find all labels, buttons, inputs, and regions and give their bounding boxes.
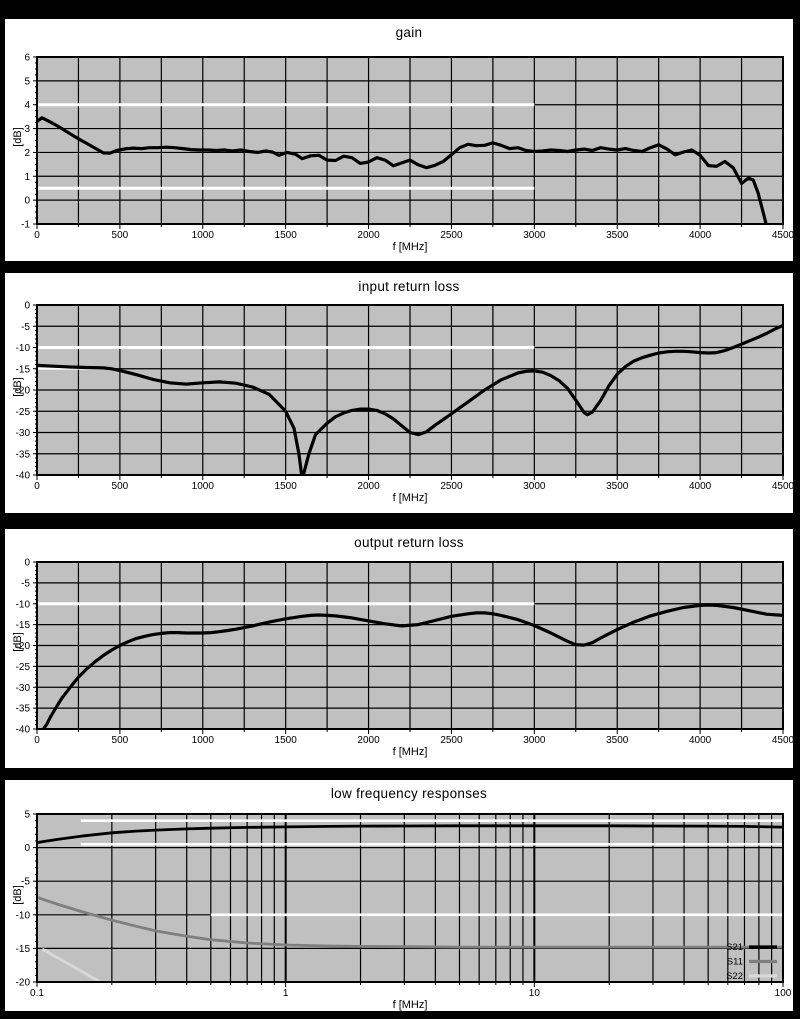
svg-text:-20: -20 xyxy=(16,386,31,397)
svg-text:500: 500 xyxy=(112,230,129,241)
svg-text:-10: -10 xyxy=(16,599,31,610)
svg-text:-35: -35 xyxy=(16,704,31,715)
svg-text:2000: 2000 xyxy=(357,230,380,241)
svg-text:1000: 1000 xyxy=(192,735,215,746)
svg-text:4: 4 xyxy=(24,100,30,111)
output-return-loss-plot: 0 500 1000 1500 2000 2500 3000 3500 4000 4500 0 -5 -… xyxy=(16,558,793,759)
svg-text:0: 0 xyxy=(24,558,30,569)
svg-text:4000: 4000 xyxy=(689,481,712,492)
svg-text:1500: 1500 xyxy=(275,481,298,492)
svg-text:-20: -20 xyxy=(16,641,31,652)
svg-text:-5: -5 xyxy=(21,578,30,589)
svg-text:-20: -20 xyxy=(16,978,31,989)
svg-text:0: 0 xyxy=(24,196,30,207)
svg-text:2000: 2000 xyxy=(357,735,380,746)
svg-text:-5: -5 xyxy=(21,877,30,888)
svg-text:4500: 4500 xyxy=(772,230,793,241)
svg-text:0: 0 xyxy=(24,843,30,854)
svg-text:0.1: 0.1 xyxy=(30,988,44,999)
svg-text:S22: S22 xyxy=(726,971,743,982)
low-frequency-responses-plot: 0.1 1 10 100 5 0 -5 -10 -15 -20 f [MHz] S21 S11 S22 xyxy=(16,810,792,1012)
svg-text:-30: -30 xyxy=(16,683,31,694)
svg-text:4000: 4000 xyxy=(689,735,712,746)
svg-text:3000: 3000 xyxy=(523,230,546,241)
svg-text:-25: -25 xyxy=(16,407,31,418)
svg-text:2500: 2500 xyxy=(440,230,463,241)
svg-text:-10: -10 xyxy=(16,910,31,921)
svg-text:1500: 1500 xyxy=(275,230,298,241)
svg-text:-40: -40 xyxy=(16,725,31,736)
svg-text:f [MHz]: f [MHz] xyxy=(393,746,428,758)
svg-text:-15: -15 xyxy=(16,944,31,955)
svg-text:-10: -10 xyxy=(16,343,31,354)
svg-text:3500: 3500 xyxy=(606,230,629,241)
svg-text:-5: -5 xyxy=(21,322,30,333)
svg-text:S21: S21 xyxy=(726,942,743,953)
svg-text:3000: 3000 xyxy=(523,735,546,746)
svg-text:1000: 1000 xyxy=(192,481,215,492)
svg-text:1000: 1000 xyxy=(192,230,215,241)
svg-text:f [MHz]: f [MHz] xyxy=(393,492,428,504)
svg-text:-15: -15 xyxy=(16,620,31,631)
svg-text:-35: -35 xyxy=(16,449,31,460)
svg-text:10: 10 xyxy=(529,988,541,999)
svg-text:0: 0 xyxy=(34,735,40,746)
chart-title-low-frequency-responses: low frequency responses xyxy=(330,786,488,801)
svg-text:-40: -40 xyxy=(16,471,31,482)
svg-text:4000: 4000 xyxy=(689,230,712,241)
svg-text:500: 500 xyxy=(112,481,129,492)
svg-text:f [MHz]: f [MHz] xyxy=(393,241,428,253)
svg-text:3: 3 xyxy=(24,124,30,135)
svg-text:0: 0 xyxy=(34,481,40,492)
low-frequency-responses-chart-panel: low frequency responses [dB] 0.1 1 10 100 5 0… xyxy=(5,780,793,1011)
svg-text:2: 2 xyxy=(24,148,30,159)
svg-text:-15: -15 xyxy=(16,364,31,375)
gain-chart-panel: gain [dB] 0 500 1000 1500 2000 2500 3000 3500 40… xyxy=(5,19,793,261)
svg-text:-1: -1 xyxy=(21,220,30,231)
svg-text:6: 6 xyxy=(24,53,30,64)
svg-text:1: 1 xyxy=(24,172,30,183)
output-return-loss-chart-panel: output return loss [dB] 0 500 1000 1500 2000… xyxy=(5,529,793,768)
svg-text:2500: 2500 xyxy=(440,481,463,492)
svg-text:1: 1 xyxy=(283,988,289,999)
svg-text:0: 0 xyxy=(34,230,40,241)
svg-text:1500: 1500 xyxy=(275,735,298,746)
svg-text:f [MHz]: f [MHz] xyxy=(393,999,428,1011)
chart-title-gain: gain xyxy=(395,25,423,40)
svg-text:3000: 3000 xyxy=(523,481,546,492)
gain-plot: 0 500 1000 1500 2000 2500 3000 3500 4000 4500 6 5 4 3… xyxy=(21,53,793,254)
svg-text:-30: -30 xyxy=(16,428,31,439)
svg-text:500: 500 xyxy=(112,735,129,746)
svg-text:S11: S11 xyxy=(727,957,743,968)
svg-text:5: 5 xyxy=(24,810,30,821)
svg-text:5: 5 xyxy=(24,76,30,87)
svg-text:4500: 4500 xyxy=(772,481,793,492)
svg-text:4500: 4500 xyxy=(772,735,793,746)
svg-text:3500: 3500 xyxy=(606,481,629,492)
svg-text:-25: -25 xyxy=(16,662,31,673)
svg-text:100: 100 xyxy=(775,988,792,999)
chart-title-input-return-loss: input return loss xyxy=(358,279,460,294)
svg-text:0: 0 xyxy=(24,301,30,312)
svg-text:3500: 3500 xyxy=(606,735,629,746)
chart-title-output-return-loss: output return loss xyxy=(354,535,464,550)
svg-text:2500: 2500 xyxy=(440,735,463,746)
input-return-loss-chart-panel: input return loss [dB] 0 500 1000 1500 2000 2… xyxy=(5,273,793,513)
input-return-loss-plot: 0 500 1000 1500 2000 2500 3000 3500 4000 4500 0 -5 -… xyxy=(16,301,793,505)
svg-text:2000: 2000 xyxy=(357,481,380,492)
